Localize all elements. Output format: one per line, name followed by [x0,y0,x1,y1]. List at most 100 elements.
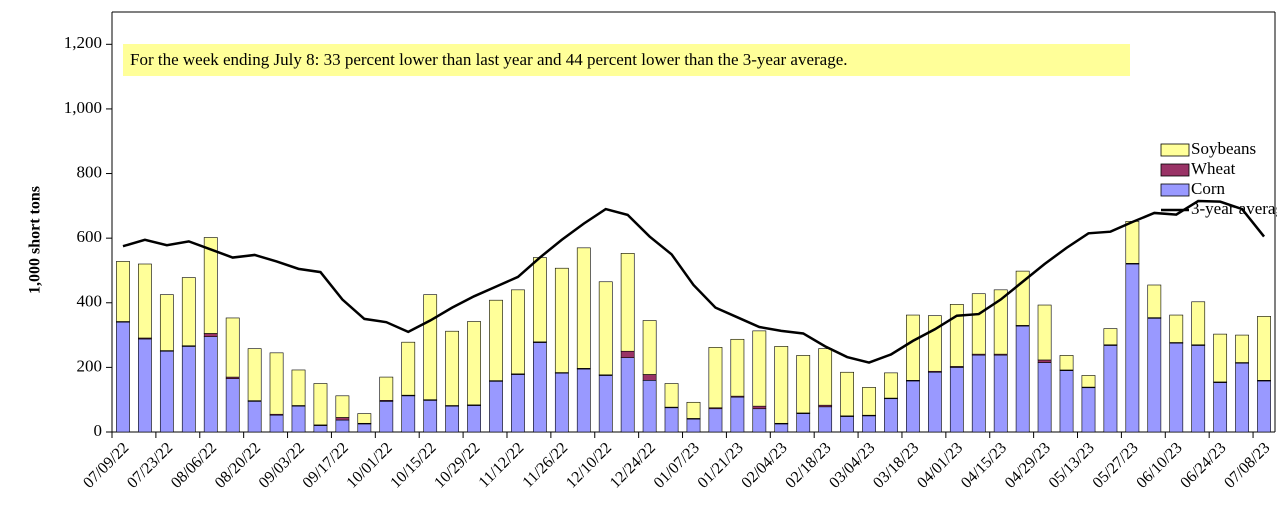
y-tick-label: 1,000 [64,98,102,117]
x-tick-label: 07/08/23 [1221,439,1273,491]
legend-swatch [1160,143,1190,157]
bar [642,380,657,433]
bar [708,408,723,433]
bar [927,371,942,433]
bar [511,289,525,375]
bar [554,372,569,433]
bar [335,395,350,418]
bar [949,367,964,433]
bar [554,267,569,373]
bar [642,374,657,381]
bar [533,257,547,343]
bar [1235,334,1249,363]
y-tick-label: 600 [77,227,103,246]
x-tick-label: 10/29/22 [431,439,483,491]
bar [181,277,196,347]
bar [1125,221,1140,264]
bar [1015,325,1030,433]
bar [423,294,438,400]
x-tick-label: 01/21/23 [695,439,747,491]
bar [796,413,811,433]
bar [1037,362,1052,433]
x-tick-label: 05/13/23 [1046,439,1098,491]
bar [489,380,503,433]
bar [1125,263,1140,433]
bar [467,405,481,433]
x-tick-label: 06/24/23 [1177,439,1229,491]
x-tick-label: 06/10/23 [1133,439,1185,491]
bar [511,374,525,433]
bar [1235,362,1249,433]
bar [203,237,218,334]
bar [1081,387,1096,433]
bar [840,416,854,433]
y-tick-label: 400 [77,292,103,311]
bar [291,369,306,406]
bar [533,342,547,433]
bar [752,330,767,407]
bar [247,348,262,401]
bar [335,419,350,433]
line-series [122,199,1266,364]
legend-label: 3-year average [1191,199,1277,218]
bar [906,380,920,433]
x-tick-label: 08/20/22 [212,439,264,491]
y-tick-label: 800 [77,162,103,181]
bar [1257,380,1271,433]
bar [1213,382,1228,433]
bar [664,383,679,408]
y-tick-label: 1,200 [64,33,102,52]
bar [379,401,394,433]
legend-swatch [1160,183,1190,197]
bar [269,414,284,433]
bar [576,368,591,433]
bar [1081,375,1096,388]
bar [620,253,635,352]
bar [1103,345,1118,433]
x-tick-label: 04/15/23 [958,439,1010,491]
bar [1037,359,1052,363]
x-tick-label: 11/26/22 [519,439,571,491]
bar [269,352,284,415]
bar [620,357,635,433]
bar [752,405,767,410]
bar [620,350,635,358]
x-tick-label: 02/04/23 [738,439,790,491]
bar [138,263,152,339]
bar [949,304,964,367]
bar [708,347,723,409]
bar [1213,333,1228,383]
bar [840,371,854,417]
bar [927,315,942,372]
bar [993,289,1008,355]
bar [203,333,218,337]
bar [730,338,745,397]
x-tick-label: 01/07/23 [651,439,703,491]
bar [1191,345,1206,433]
x-tick-label: 02/18/23 [782,439,834,491]
bar [203,336,218,433]
x-tick-label: 12/24/22 [607,439,659,491]
x-tick-label: 04/01/23 [914,439,966,491]
bar [1059,370,1074,433]
bar [357,423,372,433]
y-tick-label: 200 [77,356,103,375]
bar [225,378,240,433]
bar [818,406,833,433]
bar [401,341,416,396]
bar [401,395,416,433]
bar [1147,284,1162,318]
bar [379,376,394,401]
annotation-box [123,44,1130,76]
bar [818,348,833,406]
y-axis-label: 1,000 short tons [27,186,44,294]
bar [445,330,460,406]
x-tick-label: 08/06/22 [168,439,220,491]
bar [884,372,898,399]
bar [116,261,130,322]
x-tick-label: 09/17/22 [300,439,352,491]
x-tick-label: 12/10/22 [563,439,615,491]
legend-label: Wheat [1191,159,1236,178]
bar [1059,355,1074,371]
